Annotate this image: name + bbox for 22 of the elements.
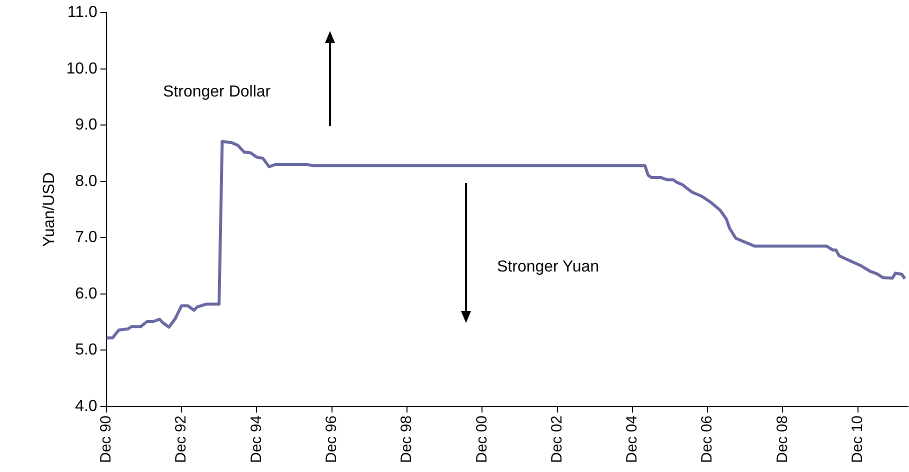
x-tick-label: Dec 00 [473,415,490,464]
x-tick-label: Dec 06 [698,415,716,464]
y-tick-label: 9.0 [75,116,98,134]
x-tick-label: Dec 08 [774,415,791,464]
y-tick-label: 11.0 [67,4,98,22]
y-tick-label: 10.0 [66,60,98,78]
annotation: Stronger Yuan [497,258,600,276]
y-tick-label: 4.0 [75,398,98,415]
x-tick-label: Dec 02 [548,415,566,464]
x-tick-label: Dec 90 [97,415,114,464]
y-tick-label: 6.0 [75,285,98,302]
y-tick-label: 5.0 [75,342,98,359]
annotation: Stronger Dollar [163,83,272,100]
x-tick-label: Dec 04 [624,415,641,464]
x-tick-label: Dec 92 [172,415,190,464]
x-tick-label: Dec 96 [322,415,340,464]
x-tick-label: Dec 98 [398,415,416,464]
y-axis-title: Yuan/USD [41,172,58,247]
y-tick-label: 8.0 [75,172,98,190]
x-tick-label: Dec 10 [849,415,866,464]
x-tick-label: Dec 94 [248,415,265,464]
y-tick-label: 7.0 [75,229,98,246]
